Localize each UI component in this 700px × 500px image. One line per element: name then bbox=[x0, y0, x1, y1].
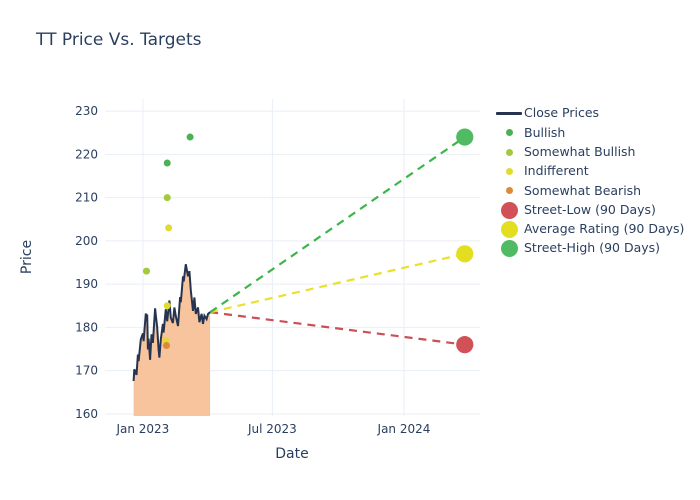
rating-dot-indifferent bbox=[163, 302, 171, 310]
y-tick-label: 200 bbox=[75, 234, 98, 248]
rating-dot-bullish bbox=[163, 159, 171, 167]
x-tick-label: Jan 2023 bbox=[115, 422, 169, 436]
projection-line-street-high-90-days bbox=[209, 136, 466, 314]
rating-dot-somewhat-bullish bbox=[163, 194, 171, 202]
projection-line-street-low-90-days bbox=[210, 311, 465, 346]
target-dot-average-rating-90-days bbox=[456, 245, 474, 263]
legend-dot-swatch bbox=[494, 168, 524, 176]
close-price-fill bbox=[133, 264, 211, 416]
legend-item-average-rating-90-days[interactable]: Average Rating (90 Days) bbox=[494, 220, 684, 239]
target-dot-street-low-90-days bbox=[456, 336, 474, 354]
legend-label: Street-High (90 Days) bbox=[524, 240, 661, 256]
legend-dot-swatch bbox=[494, 220, 524, 238]
rating-dot-somewhat-bearish bbox=[163, 342, 171, 350]
y-tick-label: 220 bbox=[75, 147, 98, 161]
legend-dot-swatch bbox=[494, 187, 524, 195]
x-tick-label: Jul 2023 bbox=[247, 422, 297, 436]
close-prices-swatch-icon bbox=[496, 112, 522, 115]
rating-dot-indifferent bbox=[162, 336, 170, 344]
legend-label: Bullish bbox=[524, 124, 566, 140]
legend-item-bullish[interactable]: Bullish bbox=[494, 123, 684, 142]
legend-item-somewhat-bearish[interactable]: Somewhat Bearish bbox=[494, 181, 684, 200]
rating-dot-bullish bbox=[186, 133, 194, 141]
legend-dot-swatch bbox=[494, 201, 524, 219]
street-high-90-days-swatch-icon bbox=[500, 240, 518, 258]
legend-label: Indifferent bbox=[524, 163, 589, 179]
legend-label: Somewhat Bearish bbox=[524, 182, 642, 198]
y-tick-label: 190 bbox=[75, 277, 98, 291]
legend-item-street-high-90-days[interactable]: Street-High (90 Days) bbox=[494, 239, 684, 258]
target-dot-street-high-90-days bbox=[456, 128, 474, 146]
legend-line-swatch bbox=[494, 112, 524, 115]
x-axis-title: Date bbox=[275, 446, 309, 462]
legend-label: Close Prices bbox=[524, 105, 600, 121]
legend-dot-swatch bbox=[494, 129, 524, 137]
y-tick-label: 210 bbox=[75, 191, 98, 205]
bullish-swatch-icon bbox=[505, 129, 513, 137]
legend-item-street-low-90-days[interactable]: Street-Low (90 Days) bbox=[494, 200, 684, 219]
legend-dot-swatch bbox=[494, 148, 524, 156]
close-price-line bbox=[132, 264, 211, 382]
projection-line-average-rating-90-days bbox=[209, 252, 466, 314]
y-tick-label: 160 bbox=[75, 407, 98, 421]
y-axis-title: Price bbox=[19, 239, 35, 275]
legend-label: Somewhat Bullish bbox=[524, 143, 636, 159]
legend-item-close-prices[interactable]: Close Prices bbox=[494, 104, 684, 123]
average-rating-90-days-swatch-icon bbox=[500, 220, 518, 238]
x-tick-label: Jan 2024 bbox=[377, 422, 431, 436]
y-tick-label: 180 bbox=[75, 320, 98, 334]
legend: Close Prices Bullish Somewhat Bullish Indif… bbox=[494, 104, 684, 258]
chart-title: TT Price Vs. Targets bbox=[36, 30, 202, 50]
legend-item-indifferent[interactable]: Indifferent bbox=[494, 162, 684, 181]
legend-dot-swatch bbox=[494, 240, 524, 258]
street-low-90-days-swatch-icon bbox=[500, 201, 518, 219]
y-tick-label: 230 bbox=[75, 104, 98, 118]
rating-dot-indifferent bbox=[165, 224, 173, 232]
somewhat-bearish-swatch-icon bbox=[505, 187, 513, 195]
rating-dot-somewhat-bullish bbox=[142, 267, 150, 275]
legend-label: Average Rating (90 Days) bbox=[524, 221, 685, 237]
legend-label: Street-Low (90 Days) bbox=[524, 201, 656, 217]
y-tick-label: 170 bbox=[75, 364, 98, 378]
somewhat-bullish-swatch-icon bbox=[505, 148, 513, 156]
indifferent-swatch-icon bbox=[505, 168, 513, 176]
legend-item-somewhat-bullish[interactable]: Somewhat Bullish bbox=[494, 143, 684, 162]
